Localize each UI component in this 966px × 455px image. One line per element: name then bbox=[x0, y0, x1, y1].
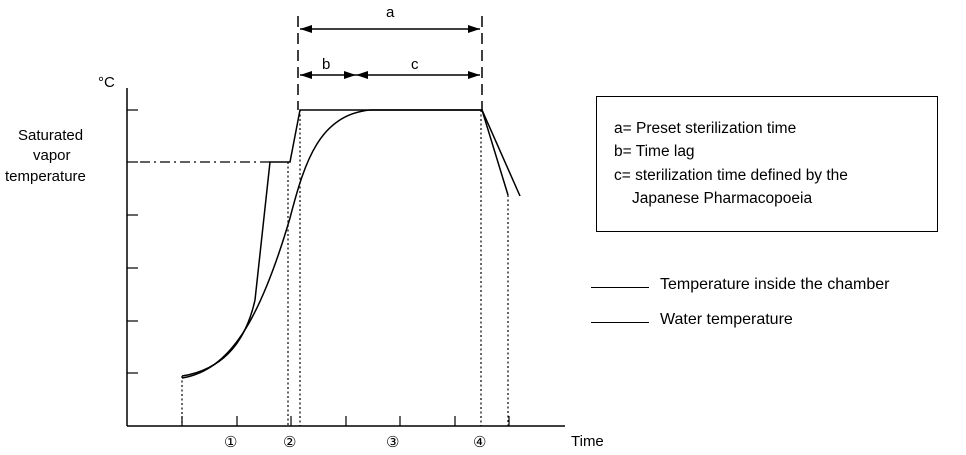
y-label-line-1: Saturated bbox=[18, 127, 83, 144]
interval-a-bounds bbox=[297, 16, 483, 110]
y-ticks bbox=[127, 109, 138, 374]
interval-c-arrow bbox=[356, 71, 480, 79]
chamber-legend-label: Temperature inside the chamber bbox=[660, 276, 890, 293]
phase-label-3: ③ bbox=[386, 434, 399, 451]
phase-label-2: ② bbox=[283, 434, 296, 451]
water-legend-label: Water temperature bbox=[660, 311, 793, 328]
y-unit-label: °C bbox=[98, 74, 115, 91]
definition-c: c= sterilization time defined by the bbox=[614, 167, 848, 184]
phase-label-4: ④ bbox=[473, 434, 486, 451]
interval-c-label: c bbox=[411, 56, 419, 73]
definition-a: a= Preset sterilization time bbox=[614, 120, 797, 137]
interval-a-arrow bbox=[300, 25, 480, 33]
definition-c-continued: Japanese Pharmacopoeia bbox=[632, 190, 813, 207]
phase-label-1: ① bbox=[224, 434, 237, 451]
definition-b: b= Time lag bbox=[614, 143, 695, 160]
chamber-legend-line bbox=[591, 287, 649, 288]
interval-a-label: a bbox=[386, 4, 395, 21]
interval-b-arrow bbox=[300, 71, 356, 79]
interval-b-label: b bbox=[322, 56, 330, 73]
x-axis-label: Time bbox=[571, 433, 604, 450]
water-legend-line bbox=[591, 322, 649, 323]
water-temperature-curve bbox=[181, 109, 521, 379]
chamber-temperature-curve bbox=[181, 109, 509, 377]
y-label-line-2: vapor bbox=[33, 147, 71, 164]
x-ticks bbox=[181, 416, 510, 426]
y-label-line-3: temperature bbox=[5, 168, 86, 185]
definitions-box: a= Preset sterilization time b= Time lag… bbox=[596, 96, 938, 232]
phase-dividers bbox=[181, 110, 509, 426]
